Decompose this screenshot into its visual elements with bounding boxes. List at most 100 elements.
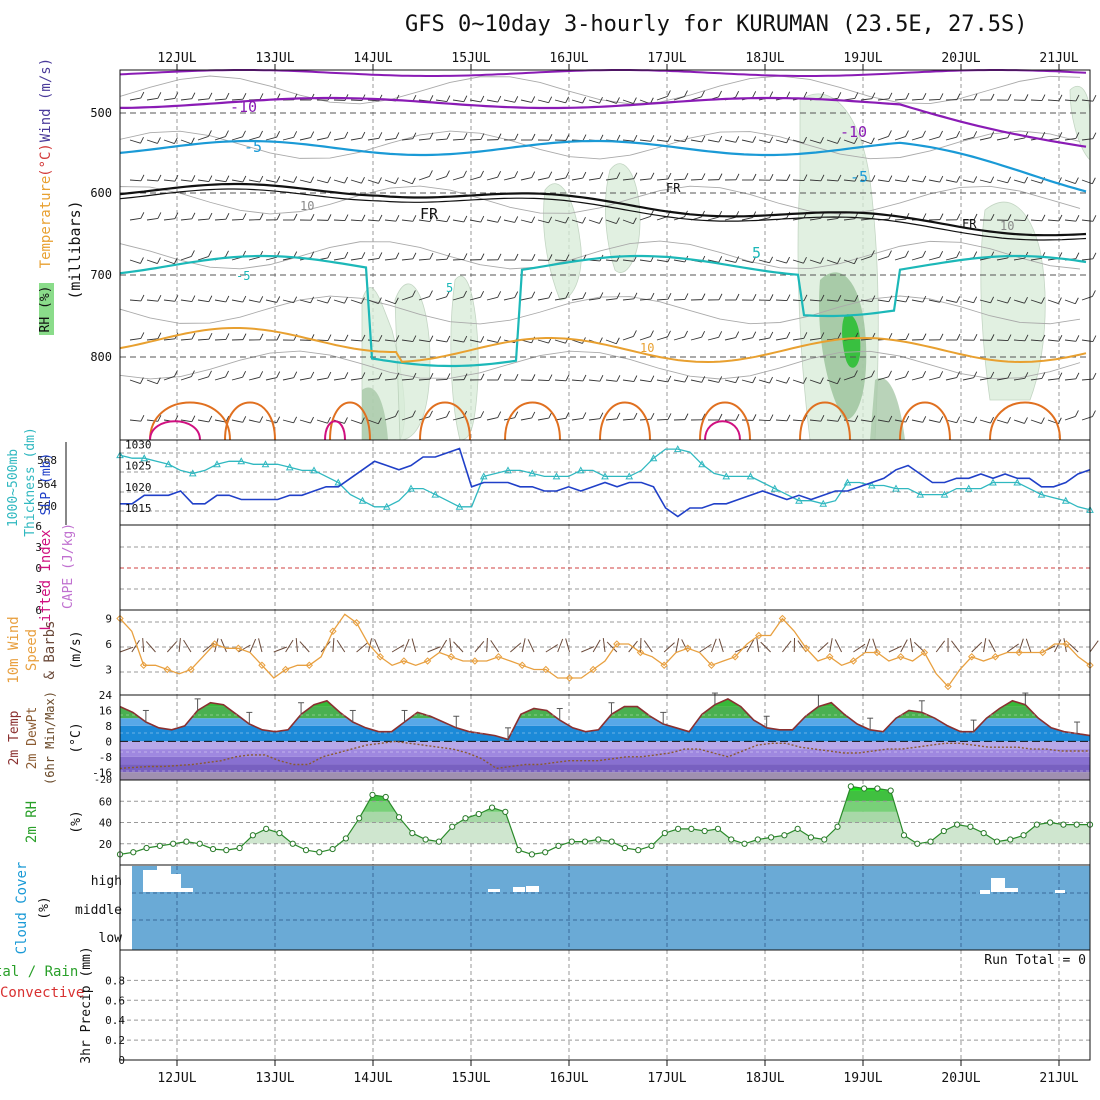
- wind-barb-flag: [667, 330, 671, 337]
- wind-barb-flag: [615, 217, 620, 224]
- wind-barb: [163, 179, 175, 182]
- wind-barb-flag: [582, 217, 586, 224]
- wind-barb: [809, 299, 821, 302]
- wind-barb: [537, 339, 549, 344]
- wind-barb-flag: [1057, 417, 1062, 424]
- rh-band: [120, 790, 1090, 802]
- isotherm-freezing-2: [119, 188, 1087, 241]
- thickness-marker: [892, 484, 900, 492]
- wind-barb: [333, 137, 345, 141]
- wind-barb: [775, 379, 787, 384]
- wind10-barb: [453, 641, 464, 653]
- wind-barb: [639, 259, 651, 262]
- thickness-marker: [140, 454, 149, 462]
- contour-label: -5: [236, 269, 250, 283]
- wind-barb-flag: [411, 290, 416, 297]
- wind-barb: [1013, 377, 1025, 381]
- wind-barb: [129, 139, 141, 144]
- wind-barb-flag: [394, 177, 399, 184]
- wind-barb-flag: [463, 290, 467, 298]
- wind-barb-flag: [871, 295, 876, 302]
- wind10-marker: [920, 648, 929, 657]
- wind-barb-flag: [327, 131, 332, 138]
- wind10-barb: [438, 639, 448, 653]
- wind-barb: [180, 218, 192, 221]
- wind-barb: [197, 256, 209, 261]
- date-label-top: 17JUL: [647, 51, 686, 66]
- wind-barb-flag: [191, 92, 196, 99]
- wind-barb-flag: [429, 335, 434, 342]
- label-precip-b: Convective: [0, 985, 84, 1001]
- wind-barb-flag: [480, 253, 485, 260]
- wind-barb-flag: [1041, 334, 1046, 342]
- rh-marker: [395, 814, 403, 821]
- wind-barb-flag: [1075, 94, 1080, 102]
- wind10-barb: [273, 646, 288, 653]
- wind-barb-flag: [701, 90, 705, 97]
- wind-barb-flag: [582, 134, 587, 141]
- wind-barb-flag: [837, 92, 842, 99]
- dewpt-band: [120, 764, 1090, 773]
- wind-barb-flag: [752, 331, 757, 338]
- wind10-barb: [983, 638, 987, 653]
- wind-barb-flag: [905, 175, 910, 182]
- wind-barb-flag: [990, 131, 995, 138]
- wind-barb-flag: [752, 91, 757, 98]
- wind-barb-flag: [191, 332, 196, 340]
- wind-barb-flag: [888, 175, 893, 182]
- wind-barb: [435, 219, 447, 223]
- wind-barb: [265, 179, 277, 183]
- wind-barb: [1030, 378, 1042, 381]
- date-label-top: 16JUL: [549, 51, 588, 66]
- wind10-marker: [210, 640, 219, 648]
- wind-barb: [656, 95, 668, 101]
- wind-barb-flag: [922, 130, 926, 137]
- wind-barb-flag: [327, 176, 332, 184]
- wind-barb-flag: [242, 175, 247, 183]
- wind-barb: [265, 136, 277, 141]
- wind-barb: [265, 299, 277, 303]
- wind-barb-flag: [514, 133, 519, 141]
- wind-barb: [877, 179, 889, 182]
- wind-barb-flag: [310, 251, 315, 258]
- wind10-marker: [684, 644, 692, 652]
- wind-barb: [367, 179, 379, 184]
- wind-barb-flag: [803, 377, 807, 384]
- wind-barb-flag: [735, 413, 740, 421]
- contour-label: 10: [300, 199, 314, 213]
- wind-barb: [639, 178, 651, 181]
- wind-barb-flag: [208, 295, 213, 302]
- wind-barb: [741, 139, 753, 143]
- wind10-marker: [991, 653, 1000, 661]
- wind-barb: [520, 297, 532, 301]
- rh-marker: [515, 847, 522, 854]
- wind-barb-flag: [599, 217, 603, 224]
- wind-barb: [605, 418, 617, 421]
- rh2m-panel: [116, 780, 1094, 865]
- wind-barb-flag: [735, 293, 740, 301]
- rh-marker: [887, 787, 894, 794]
- wind-barb: [197, 98, 209, 101]
- wind-barb-flag: [1092, 215, 1097, 222]
- wind-barb: [1047, 378, 1059, 381]
- wind-barb-flag: [888, 370, 892, 377]
- wind10-barb: [829, 638, 833, 653]
- wind-barb: [435, 99, 447, 102]
- rh-marker: [488, 804, 496, 811]
- wind-barb-flag: [514, 291, 519, 298]
- grey-contour: [119, 75, 1081, 105]
- wind10-barb: [142, 637, 145, 653]
- label-wind10-a: 10m Wind: [6, 616, 22, 683]
- wind10-marker: [187, 665, 195, 674]
- wind-barb-flag: [208, 333, 213, 340]
- wind-barb-flag: [548, 133, 553, 141]
- wind-barb: [486, 296, 498, 301]
- wind-barb-flag: [293, 176, 298, 183]
- wind-barb: [401, 339, 413, 342]
- wind-barb: [979, 419, 991, 424]
- wind-barb-flag: [718, 135, 723, 143]
- wind-barb-flag: [174, 92, 179, 99]
- wind-barb: [673, 96, 685, 101]
- thickness-marker: [698, 460, 706, 468]
- cloud-block: [171, 874, 181, 892]
